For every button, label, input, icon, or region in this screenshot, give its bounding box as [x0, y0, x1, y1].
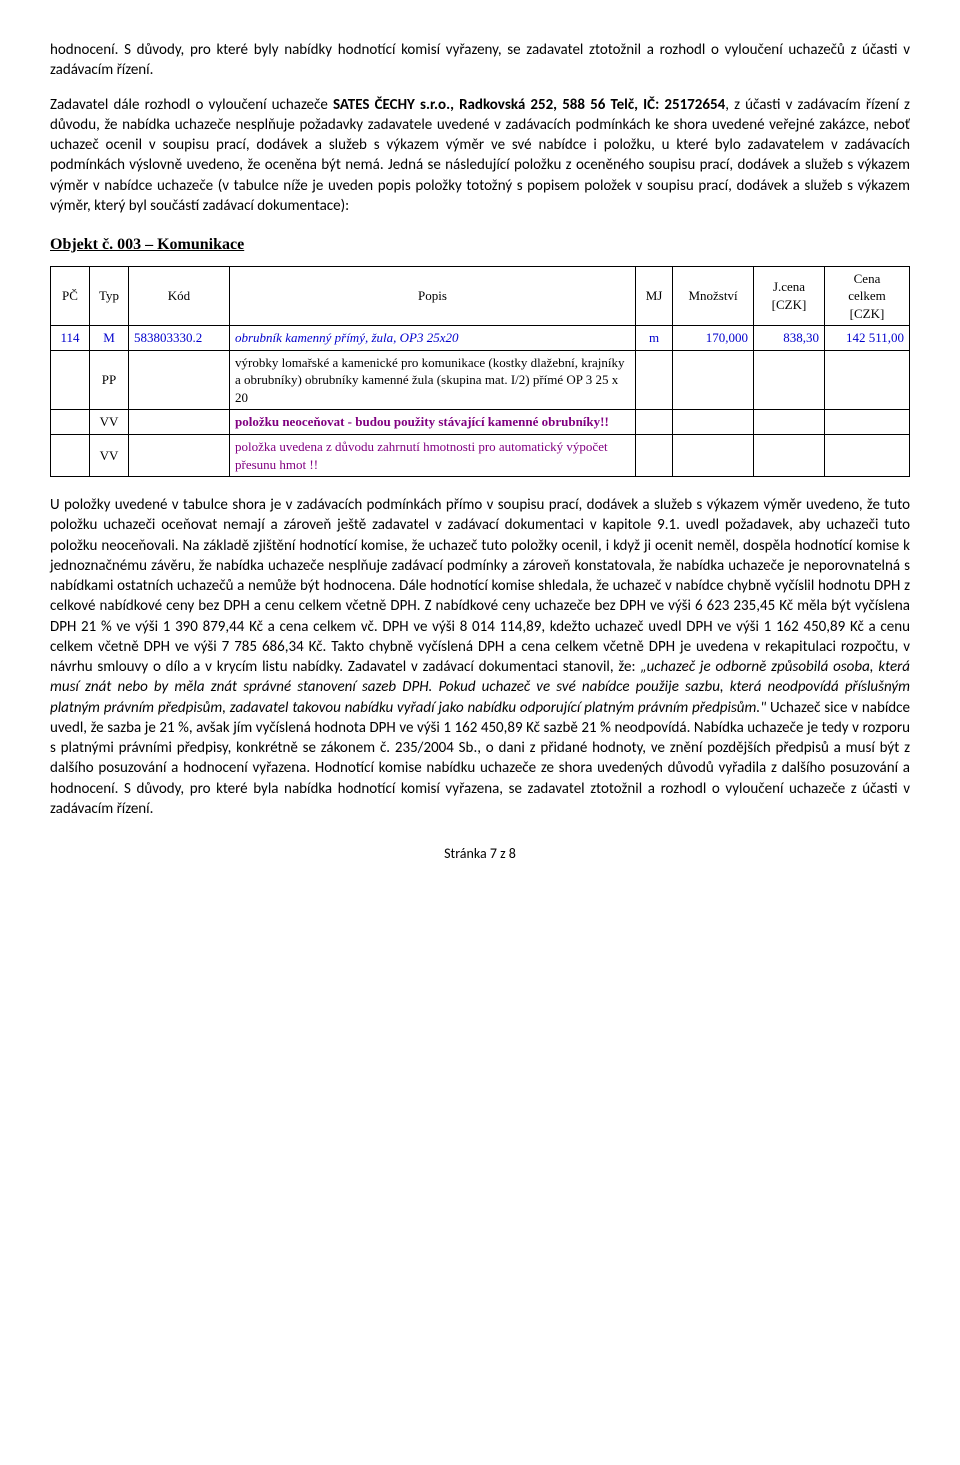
cell-popis-pp: výrobky lomařské a kamenické pro komunik… — [230, 350, 636, 410]
cell-kod: 583803330.2 — [129, 326, 230, 351]
cell-empty — [754, 410, 825, 435]
cell-empty — [673, 410, 754, 435]
cell-pc: 114 — [51, 326, 90, 351]
cell-typ-pp: PP — [90, 350, 129, 410]
cell-empty — [825, 350, 910, 410]
cell-empty — [673, 350, 754, 410]
th-typ: Typ — [90, 266, 129, 326]
paragraph-analysis: U položky uvedené v tabulce shora je v z… — [50, 495, 910, 819]
cell-empty — [129, 410, 230, 435]
section-heading: Objekt č. 003 – Komunikace — [50, 234, 910, 256]
cell-empty — [825, 434, 910, 476]
table-row: PP výrobky lomařské a kamenické pro komu… — [51, 350, 910, 410]
th-jcena: J.cena [CZK] — [754, 266, 825, 326]
cell-popis-vv2: položka uvedena z důvodu zahrnutí hmotno… — [230, 434, 636, 476]
cell-empty — [51, 434, 90, 476]
para2-bold: SATES ČECHY s.r.o., Radkovská 252, 588 5… — [333, 96, 725, 114]
th-mnozstvi: Množství — [673, 266, 754, 326]
paragraph-exclusion: Zadavatel dále rozhodl o vyloučení uchaz… — [50, 95, 910, 217]
table-row: 114 M 583803330.2 obrubník kamenný přímý… — [51, 326, 910, 351]
para2-part-a: Zadavatel dále rozhodl o vyloučení uchaz… — [50, 96, 333, 114]
th-popis: Popis — [230, 266, 636, 326]
th-cena: Cena celkem [CZK] — [825, 266, 910, 326]
cell-empty — [636, 410, 673, 435]
cell-empty — [754, 350, 825, 410]
cell-popis-vv1: položku neoceňovat - budou použity stáva… — [230, 410, 636, 435]
cell-empty — [51, 410, 90, 435]
cell-empty — [825, 410, 910, 435]
table-row: VV položku neoceňovat - budou použity st… — [51, 410, 910, 435]
th-pc: PČ — [51, 266, 90, 326]
cell-mnozstvi: 170,000 — [673, 326, 754, 351]
items-table: PČ Typ Kód Popis MJ Množství J.cena [CZK]… — [50, 266, 910, 477]
th-jcena-b: [CZK] — [772, 297, 807, 312]
cell-typ-vv2: VV — [90, 434, 129, 476]
th-jcena-a: J.cena — [773, 279, 805, 294]
cell-empty — [51, 350, 90, 410]
th-cena-a: Cena — [854, 271, 881, 286]
cell-typ-vv1: VV — [90, 410, 129, 435]
cell-empty — [129, 434, 230, 476]
cell-empty — [754, 434, 825, 476]
paragraph-intro: hodnocení. S důvody, pro které byly nabí… — [50, 40, 910, 81]
table-row: VV položka uvedena z důvodu zahrnutí hmo… — [51, 434, 910, 476]
table-header-row: PČ Typ Kód Popis MJ Množství J.cena [CZK]… — [51, 266, 910, 326]
cell-jcena: 838,30 — [754, 326, 825, 351]
cell-empty — [636, 434, 673, 476]
cell-mj: m — [636, 326, 673, 351]
cell-popis: obrubník kamenný přímý, žula, OP3 25x20 — [230, 326, 636, 351]
cell-empty — [636, 350, 673, 410]
para3-part-a: U položky uvedené v tabulce shora je v z… — [50, 496, 910, 676]
th-mj: MJ — [636, 266, 673, 326]
cell-typ: M — [90, 326, 129, 351]
th-cena-c: [CZK] — [850, 306, 885, 321]
page-footer: Stránka 7 z 8 — [50, 845, 910, 864]
th-cena-b: celkem — [848, 288, 886, 303]
cell-empty — [129, 350, 230, 410]
th-kod: Kód — [129, 266, 230, 326]
cell-empty — [673, 434, 754, 476]
cell-cena: 142 511,00 — [825, 326, 910, 351]
